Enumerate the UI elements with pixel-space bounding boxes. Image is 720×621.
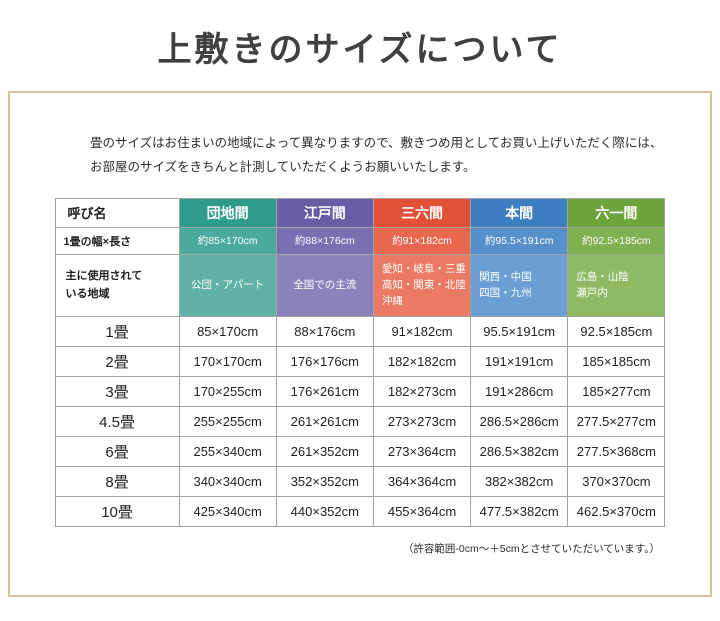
- dimension-value: 261×352cm: [275, 435, 374, 467]
- dimension-value: 191×191cm: [470, 345, 569, 377]
- unit-size-value: 約85×170cm: [178, 226, 277, 255]
- region-row: 主に使用されて いる地域 公団・アパート 全国での主流 愛知・岐阜・三重 高知・…: [54, 253, 666, 317]
- table-row: 10畳 425×340cm 440×352cm 455×364cm 477.5×…: [54, 495, 666, 527]
- tatami-count-label: 4.5畳: [54, 405, 180, 437]
- tatami-count-label: 10畳: [54, 495, 180, 527]
- tatami-unit-size-row: 1畳の幅×長さ 約85×170cm 約88×176cm 約91×182cm 約9…: [54, 226, 666, 255]
- dimension-value: 370×370cm: [567, 465, 666, 497]
- dimension-value: 182×182cm: [372, 345, 472, 377]
- dimension-value: 382×382cm: [470, 465, 569, 497]
- unit-size-value: 約95.5×191cm: [470, 226, 569, 255]
- unit-size-value: 約91×182cm: [372, 226, 472, 255]
- dimension-value: 182×273cm: [372, 375, 472, 407]
- unit-size-value: 約92.5×185cm: [567, 226, 666, 255]
- dimension-value: 185×185cm: [567, 345, 666, 377]
- dimension-value: 440×352cm: [275, 495, 374, 527]
- dimension-value: 170×255cm: [178, 375, 277, 407]
- dimension-value: 170×170cm: [178, 345, 277, 377]
- column-header-sanrokuma: 三六間: [372, 197, 472, 228]
- page-title: 上敷きのサイズについて: [157, 32, 563, 69]
- column-header-rokuichima: 六一間: [567, 197, 666, 228]
- tatami-size-table: 呼び名 団地間 江戸間 三六間 本間 六一間 1畳の幅×長さ 約85×170cm…: [54, 197, 666, 527]
- dimension-value: 477.5×382cm: [470, 495, 569, 527]
- column-header-honma: 本間: [470, 197, 569, 228]
- tatami-count-label: 8畳: [54, 465, 180, 497]
- content-frame: 畳のサイズはお住まいの地域によって異なりますので、敷きつめ用としてお買い上げいた…: [8, 91, 712, 597]
- table-row: 1畳 85×170cm 88×176cm 91×182cm 95.5×191cm…: [54, 315, 666, 347]
- region-row-label: 主に使用されて いる地域: [54, 253, 180, 317]
- dimension-value: 261×261cm: [275, 405, 374, 437]
- dimension-value: 462.5×370cm: [567, 495, 666, 527]
- dimension-value: 425×340cm: [178, 495, 277, 527]
- dimension-value: 277.5×277cm: [567, 405, 666, 437]
- dimension-value: 455×364cm: [372, 495, 472, 527]
- unit-size-value: 約88×176cm: [275, 226, 374, 255]
- region-value: 広島・山陰 瀬戸内: [567, 253, 666, 317]
- tolerance-footnote: （許容範囲-0cm〜＋5cmとさせていただいています。）: [402, 542, 660, 555]
- intro-line-2: お部屋のサイズをきちんと計測していただくようお願いいたします。: [90, 160, 476, 175]
- region-value: 関西・中国 四国・九州: [470, 253, 569, 317]
- dimension-value: 85×170cm: [178, 315, 277, 347]
- dimension-value: 88×176cm: [275, 315, 374, 347]
- table-row: 8畳 340×340cm 352×352cm 364×364cm 382×382…: [54, 465, 666, 497]
- dimension-value: 277.5×368cm: [567, 435, 666, 467]
- table-header-row: 呼び名 団地間 江戸間 三六間 本間 六一間: [54, 197, 666, 228]
- column-header-danchima: 団地間: [178, 197, 277, 228]
- tatami-count-label: 3畳: [54, 375, 180, 407]
- table-row: 2畳 170×170cm 176×176cm 182×182cm 191×191…: [54, 345, 666, 377]
- unit-size-row-label: 1畳の幅×長さ: [54, 226, 180, 255]
- tatami-count-label: 2畳: [54, 345, 180, 377]
- dimension-value: 92.5×185cm: [567, 315, 666, 347]
- dimension-value: 255×340cm: [178, 435, 277, 467]
- intro-text: 畳のサイズはお住まいの地域によって異なりますので、敷きつめ用としてお買い上げいた…: [10, 93, 710, 180]
- dimension-value: 176×176cm: [275, 345, 374, 377]
- dimension-value: 273×364cm: [372, 435, 472, 467]
- intro-line-1: 畳のサイズはお住まいの地域によって異なりますので、敷きつめ用としてお買い上げいた…: [90, 136, 663, 150]
- corner-header: 呼び名: [54, 197, 180, 228]
- dimension-value: 352×352cm: [275, 465, 374, 497]
- dimension-value: 185×277cm: [567, 375, 666, 407]
- dimension-value: 191×286cm: [470, 375, 569, 407]
- dimension-value: 176×261cm: [275, 375, 374, 407]
- column-header-edoma: 江戸間: [275, 197, 374, 228]
- region-value: 公団・アパート: [178, 253, 277, 317]
- dimension-value: 91×182cm: [372, 315, 472, 347]
- dimension-value: 340×340cm: [178, 465, 277, 497]
- tatami-count-label: 1畳: [54, 315, 180, 347]
- tatami-count-label: 6畳: [54, 435, 180, 467]
- dimension-value: 286.5×382cm: [470, 435, 569, 467]
- dimension-value: 364×364cm: [372, 465, 472, 497]
- dimension-value: 255×255cm: [178, 405, 277, 437]
- dimension-value: 273×273cm: [372, 405, 472, 437]
- table-row: 6畳 255×340cm 261×352cm 273×364cm 286.5×3…: [54, 435, 666, 467]
- dimension-value: 95.5×191cm: [470, 315, 569, 347]
- region-value: 愛知・岐阜・三重 高知・関東・北陸 沖縄: [372, 253, 472, 317]
- table-row: 3畳 170×255cm 176×261cm 182×273cm 191×286…: [54, 375, 666, 407]
- dimension-value: 286.5×286cm: [470, 405, 569, 437]
- table-row: 4.5畳 255×255cm 261×261cm 273×273cm 286.5…: [54, 405, 666, 437]
- region-value: 全国での主流: [275, 253, 374, 317]
